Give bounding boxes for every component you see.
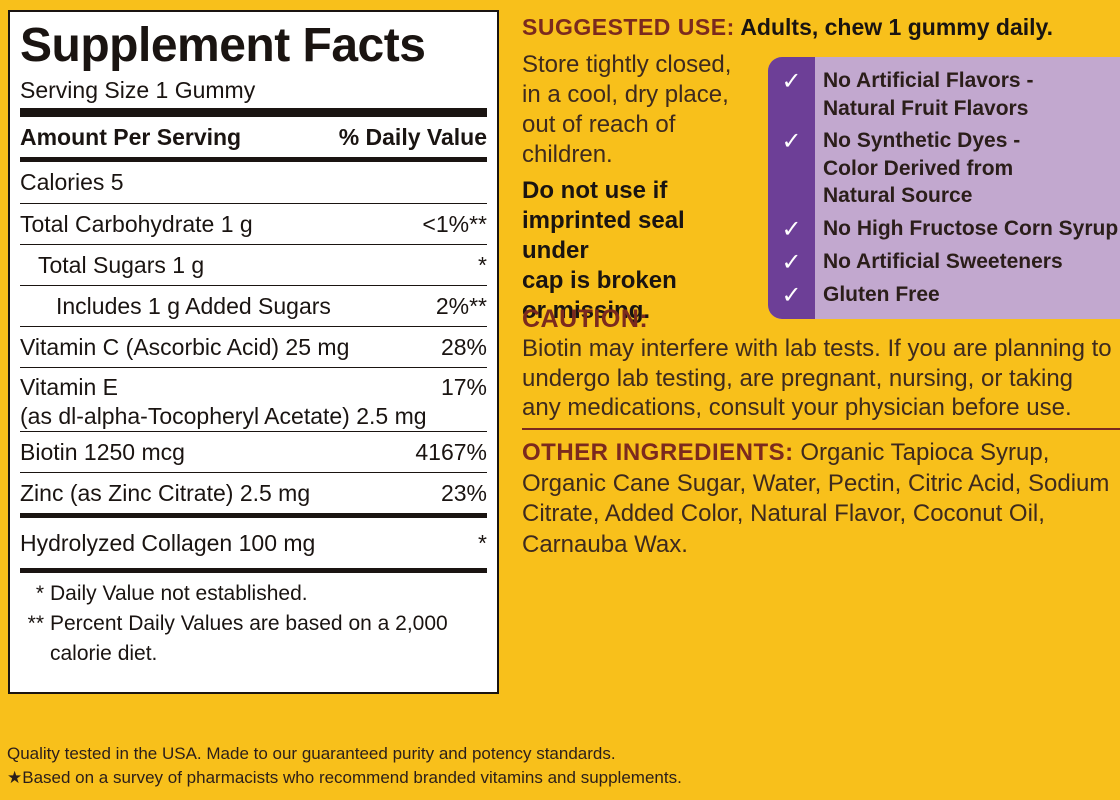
- badge-line: No Artificial Flavors -: [823, 69, 1034, 92]
- storage-line: in a cool, dry place,: [522, 81, 729, 108]
- nutrient-name: Total Sugars 1 g: [38, 251, 205, 278]
- facts-row-vitamin-e: Vitamin E (as dl-alpha-Tocopheryl Acetat…: [20, 367, 487, 431]
- storage-line: out of reach of: [522, 111, 676, 138]
- warning-line: Do not use if: [522, 177, 668, 204]
- divider-medium: [20, 568, 487, 573]
- facts-row-total-sugars: Total Sugars 1 g *: [20, 244, 487, 285]
- badge-item: ✓ No Artificial Flavors - Natural Fruit …: [768, 67, 1120, 122]
- daily-value-label: % Daily Value: [338, 123, 487, 150]
- supplement-facts-panel: Supplement Facts Serving Size 1 Gummy Am…: [8, 10, 499, 694]
- nutrient-dv: *: [478, 529, 487, 556]
- badge-item: ✓ No Synthetic Dyes - Color Derived from…: [768, 127, 1120, 210]
- check-icon: ✓: [781, 280, 802, 309]
- badge-check-strip: [768, 57, 815, 319]
- storage-line: Store tightly closed,: [522, 51, 732, 78]
- badge-list: ✓ No Artificial Flavors - Natural Fruit …: [768, 67, 1120, 309]
- facts-row-calories: Calories 5: [20, 162, 487, 203]
- section-divider: [522, 428, 1120, 430]
- nutrient-name: Hydrolyzed Collagen 100 mg: [20, 529, 316, 556]
- nutrient-dv: <1%**: [422, 210, 487, 237]
- storage-instructions: Store tightly closed, in a cool, dry pla…: [522, 50, 752, 170]
- footnote-text: calorie diet.: [50, 642, 158, 665]
- suggested-use-text: Adults, chew 1 gummy daily.: [740, 14, 1054, 40]
- facts-row-added-sugars: Includes 1 g Added Sugars 2%**: [20, 285, 487, 326]
- check-icon: ✓: [781, 127, 802, 155]
- facts-footnotes: * Daily Value not established. ** Percen…: [20, 573, 487, 669]
- divider-thick: [20, 108, 487, 117]
- facts-header-row: Amount Per Serving % Daily Value: [20, 117, 487, 157]
- warning-line: imprinted seal under: [522, 207, 685, 264]
- suggested-use-heading: SUGGESTED USE:: [522, 14, 735, 40]
- footnote-percent-dv: ** Percent Daily Values are based on a 2…: [20, 609, 487, 639]
- quality-note: Quality tested in the USA. Made to our g…: [7, 744, 616, 763]
- nutrient-name: Includes 1 g Added Sugars: [56, 292, 331, 319]
- nutrient-name: Total Carbohydrate 1 g: [20, 210, 253, 237]
- free-from-badge-box: ✓ No Artificial Flavors - Natural Fruit …: [768, 57, 1120, 319]
- badge-item: ✓ No High Fructose Corn Syrup: [768, 215, 1120, 243]
- badge-text: No Artificial Flavors - Natural Fruit Fl…: [815, 67, 1033, 122]
- divider-medium: [20, 513, 487, 518]
- badge-line: Color Derived from: [823, 156, 1014, 180]
- serving-size: Serving Size 1 Gummy: [20, 77, 256, 103]
- badge-line: No Synthetic Dyes -: [823, 129, 1021, 152]
- facts-row-collagen: Hydrolyzed Collagen 100 mg *: [20, 518, 487, 568]
- nutrient-dv: 23%: [440, 479, 487, 506]
- caution-text: Biotin may interfere with lab tests. If …: [522, 335, 1112, 421]
- caution-heading: CAUTION:: [522, 305, 649, 333]
- warning-line: or missing.: [522, 297, 651, 324]
- other-ingredients-heading: OTHER INGREDIENTS:: [522, 439, 794, 466]
- facts-row-biotin: Biotin 1250 mcg 4167%: [20, 431, 487, 472]
- check-icon: ✓: [781, 67, 802, 95]
- nutrient-name: Vitamin C (Ascorbic Acid) 25 mg: [20, 333, 350, 360]
- badge-text: No Artificial Sweeteners: [823, 249, 1063, 273]
- warning-line: cap is broken: [522, 267, 677, 294]
- badge-line: Natural Source: [823, 184, 973, 207]
- badge-item: ✓ Gluten Free: [768, 281, 1120, 309]
- footnote-text: Percent Daily Values are based on a 2,00…: [50, 612, 448, 635]
- nutrient-dv: 28%: [440, 333, 487, 360]
- footnote-indent: [20, 639, 50, 669]
- nutrient-name: Vitamin E (as dl-alpha-Tocopheryl Acetat…: [20, 373, 427, 431]
- nutrient-name-line: Vitamin E: [20, 374, 119, 400]
- footnote-daily-value: * Daily Value not established.: [20, 579, 487, 609]
- nutrient-dv: 4167%: [415, 438, 487, 465]
- badge-item: ✓ No Artificial Sweeteners: [768, 248, 1120, 276]
- badge-line: Natural Fruit Flavors: [823, 96, 1029, 120]
- footnote-mark: *: [35, 582, 44, 605]
- nutrient-dv: 2%**: [435, 292, 487, 319]
- footnote-text: Daily Value not established.: [50, 582, 308, 605]
- suggested-use: SUGGESTED USE: Adults, chew 1 gummy dail…: [522, 12, 1053, 42]
- facts-row-zinc: Zinc (as Zinc Citrate) 2.5 mg 23%: [20, 472, 487, 513]
- footnote-mark: **: [27, 612, 44, 635]
- badge-text: Gluten Free: [823, 282, 940, 306]
- nutrient-dv: *: [478, 251, 487, 278]
- amount-per-serving-label: Amount Per Serving: [20, 123, 242, 150]
- other-ingredients: OTHER INGREDIENTS: Organic Tapioca Syrup…: [522, 438, 1112, 560]
- badge-text: No Synthetic Dyes - Color Derived from N…: [815, 127, 1020, 210]
- check-icon: ✓: [781, 247, 802, 276]
- supplement-facts-title: Supplement Facts: [20, 19, 426, 72]
- survey-note: ★Based on a survey of pharmacists who re…: [7, 768, 682, 787]
- nutrient-dv: 17%: [440, 374, 487, 400]
- nutrient-name-line: (as dl-alpha-Tocopheryl Acetate) 2.5 mg: [20, 403, 427, 429]
- bottom-notes: Quality tested in the USA. Made to our g…: [7, 742, 682, 790]
- nutrient-name: Zinc (as Zinc Citrate) 2.5 mg: [20, 479, 311, 506]
- nutrient-name: Biotin 1250 mcg: [20, 438, 185, 465]
- seal-warning: Do not use if imprinted seal under cap i…: [522, 176, 757, 326]
- facts-row-vitamin-c: Vitamin C (Ascorbic Acid) 25 mg 28%: [20, 326, 487, 367]
- storage-line: children.: [522, 141, 613, 168]
- divider-medium: [20, 157, 487, 162]
- nutrient-name: Calories 5: [20, 169, 124, 195]
- check-icon: ✓: [781, 214, 802, 243]
- badge-text: No High Fructose Corn Syrup: [823, 216, 1119, 240]
- footnote-percent-dv-cont: calorie diet.: [20, 639, 487, 669]
- facts-row-total-carbohydrate: Total Carbohydrate 1 g <1%**: [20, 203, 487, 244]
- other-ingredients-text: Organic Tapioca Syrup, Organic Cane Suga…: [522, 439, 1110, 558]
